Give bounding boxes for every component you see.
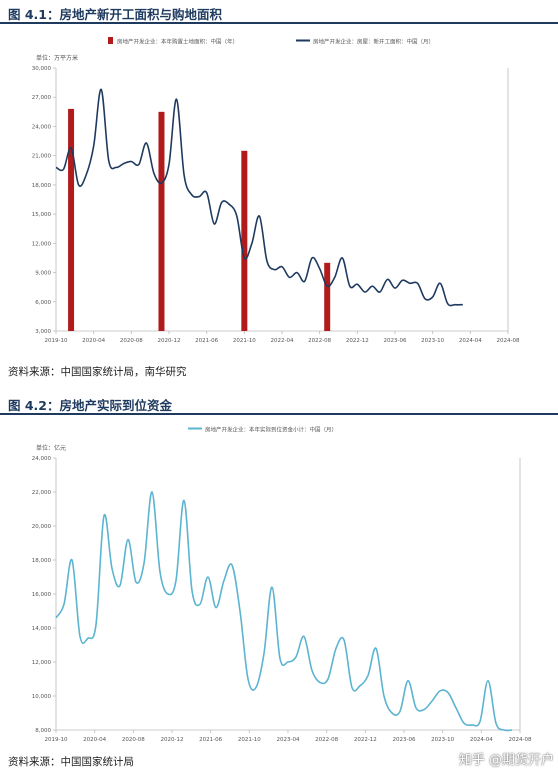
x-tick-label: 2022-12	[346, 338, 369, 344]
figure2-title: 图 4.2：房地产实际到位资金	[8, 398, 172, 413]
land-and-new-construction-chart: 房地产开发企业：本年购置土地面积：中国（年） 房地产开发企业：房屋：新开工面积：中…	[32, 37, 520, 344]
x-tick-label: 2020-12	[161, 737, 184, 743]
figure1-source: 资料来源：中国国家统计局，南华研究	[8, 366, 187, 378]
x-tick-label: 2020-04	[82, 338, 105, 344]
y-tick-label: 12,000	[32, 660, 52, 666]
x-tick-label: 2024-04	[470, 737, 493, 743]
figure1-title: 图 4.1：房地产新开工面积与购地面积	[8, 7, 222, 22]
y-tick-label: 30,000	[32, 66, 52, 72]
x-tick-label: 2023-10	[421, 338, 444, 344]
y-tick-label: 27,000	[32, 95, 52, 101]
legend-label: 房地产开发企业：本年购置土地面积：中国（年）	[117, 38, 238, 46]
x-tick-label: 2020-04	[83, 737, 106, 743]
series-line	[55, 491, 513, 732]
x-tick-label: 2023-06	[384, 338, 407, 344]
y-tick-label: 24,000	[32, 124, 52, 130]
y-tick-label: 15,000	[32, 212, 52, 218]
x-tick-label: 2022-12	[354, 737, 377, 743]
y-tick-label: 24,000	[32, 456, 52, 462]
y-tick-label: 20,000	[32, 524, 52, 530]
y-tick-label: 21,000	[32, 154, 52, 160]
y-tick-label: 22,000	[32, 490, 52, 496]
x-tick-label: 2019-10	[45, 737, 68, 743]
y-tick-label: 3,000	[35, 329, 51, 335]
x-tick-label: 2021-06	[195, 338, 218, 344]
actual-funds-chart: 房地产开发企业：本年实际到位资金小计：中国（月） 单位：亿元 8,000 10,000…	[32, 426, 532, 744]
x-tick-label: 2024-08	[497, 338, 520, 344]
unit-label: 单位：万平方米	[36, 54, 78, 62]
x-tick-label: 2022-08	[308, 338, 331, 344]
x-tick-label: 2020-12	[158, 338, 181, 344]
series-line	[55, 88, 463, 307]
y-tick-label: 16,000	[32, 592, 52, 598]
y-tick-label: 6,000	[35, 300, 51, 306]
x-tick-label: 2023-06	[393, 737, 416, 743]
y-tick-label: 12,000	[32, 241, 52, 247]
y-tick-label: 8,000	[35, 728, 51, 734]
x-tick-label: 2020-08	[122, 737, 145, 743]
x-tick-label: 2024-08	[509, 737, 532, 743]
y-tick-label: 18,000	[32, 183, 52, 189]
legend-label: 房地产开发企业：本年实际到位资金小计：中国（月）	[205, 426, 337, 434]
y-tick-label: 9,000	[35, 271, 51, 277]
bar	[241, 150, 248, 331]
y-tick-label: 14,000	[32, 626, 52, 632]
unit-label: 单位：亿元	[36, 444, 66, 452]
y-tick-label: 18,000	[32, 558, 52, 564]
figure2-title-bar: 图 4.2：房地产实际到位资金	[0, 393, 558, 415]
x-tick-label: 2022-04	[271, 338, 294, 344]
figure2-source: 资料来源：中国国家统计局	[8, 756, 134, 768]
bar	[68, 108, 75, 332]
x-tick-label: 2019-10	[45, 338, 68, 344]
bar	[324, 262, 331, 331]
x-tick-label: 2023-10	[431, 737, 454, 743]
x-tick-label: 2021-10	[233, 338, 256, 344]
legend-swatch-bar	[108, 37, 113, 44]
x-tick-label: 2020-08	[120, 338, 143, 344]
figure1-title-bar: 图 4.1：房地产新开工面积与购地面积	[0, 2, 558, 24]
y-tick-label: 10,000	[32, 694, 52, 700]
x-tick-label: 2021-06	[199, 737, 222, 743]
x-tick-label: 2023-04	[277, 737, 300, 743]
watermark: 知乎 @期货开户	[458, 753, 554, 768]
x-tick-label: 2024-04	[459, 338, 482, 344]
bar	[158, 111, 165, 331]
x-tick-label: 2021-10	[238, 737, 261, 743]
legend-label: 房地产开发企业：房屋：新开工面积：中国（月）	[313, 38, 434, 46]
x-tick-label: 2022-08	[315, 737, 338, 743]
